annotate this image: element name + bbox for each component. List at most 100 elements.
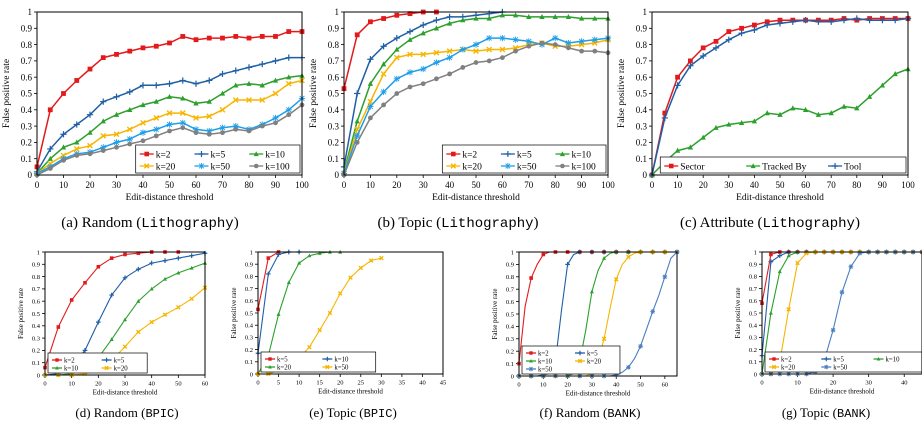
data-point: [176, 270, 181, 275]
data-point: [446, 13, 453, 21]
legend-label: k=100: [571, 162, 596, 172]
caption-prefix: (d) Random (: [75, 405, 145, 420]
data-point: [166, 80, 173, 87]
data-point: [486, 58, 492, 64]
legend-swatch-marker: [577, 350, 583, 356]
legend-label: k=50: [210, 162, 230, 172]
data-point: [83, 280, 87, 285]
data-point: [589, 289, 594, 294]
data-point: [786, 307, 791, 312]
legend-swatch-marker: [529, 358, 533, 363]
legend-label: k=10: [265, 150, 285, 160]
data-point: [127, 106, 133, 112]
x-tick-label: 30: [112, 180, 122, 190]
x-tick-label: 35: [399, 380, 406, 387]
series-Tool: [648, 15, 912, 179]
data-point: [786, 253, 791, 258]
legend-label: k=50: [833, 364, 848, 371]
series-k=10: [341, 12, 611, 174]
x-tick-label: 70: [218, 180, 228, 190]
data-point: [162, 312, 168, 318]
data-point: [307, 253, 312, 258]
data-point: [192, 80, 200, 87]
x-tick-label: 40: [419, 380, 426, 387]
data-point: [153, 82, 160, 89]
x-tick-label: 40: [148, 381, 155, 388]
data-point: [114, 51, 119, 57]
y-tick-label: 0.9: [328, 23, 340, 33]
x-tick-label: 70: [827, 180, 837, 190]
y-tick-label: 0.3: [32, 335, 40, 342]
data-point: [752, 22, 757, 28]
data-point: [167, 40, 172, 46]
chart-caption: (e) Topic (BPIC): [309, 405, 397, 421]
data-point: [777, 111, 783, 117]
y-tick-label: 0.2: [749, 347, 757, 354]
x-tick-label: 0: [517, 382, 520, 389]
x-tick-label: 0: [43, 381, 46, 388]
caption-suffix: ): [174, 405, 178, 420]
data-point: [769, 252, 773, 257]
y-tick-label: 0.4: [21, 105, 33, 115]
data-point: [394, 91, 400, 96]
data-point: [367, 80, 374, 86]
data-point: [189, 253, 195, 259]
chart-c: 00.10.20.30.40.50.60.70.80.910 10 20 30 40 50…: [617, 7, 915, 232]
data-point: [566, 45, 571, 51]
legend-label: k=50: [517, 162, 537, 172]
x-tick-label: 50: [175, 381, 182, 388]
data-point: [87, 151, 93, 157]
legend-swatch-marker: [824, 356, 829, 362]
series-Tracked By: [649, 66, 911, 178]
data-point: [381, 102, 386, 108]
x-tick-label: 40: [139, 180, 149, 190]
legend-label: k=50: [538, 366, 553, 373]
legend-swatch-marker: [504, 151, 511, 157]
data-point: [136, 329, 141, 335]
y-tick-label: 0.5: [328, 89, 340, 99]
x-axis-label: Edit-distance threshold: [432, 193, 520, 203]
data-point: [136, 251, 141, 256]
legend: k=2 k=5 k=10 k=20 k=50 k=100: [441, 144, 607, 174]
y-tick-label: 0.2: [328, 138, 339, 148]
data-point: [219, 70, 226, 78]
data-point: [525, 38, 532, 45]
data-point: [179, 77, 186, 84]
legend-swatch-marker: [529, 351, 533, 355]
data-point: [166, 121, 173, 128]
legend: k=5 k=10 k=20 k=50: [260, 351, 377, 373]
data-point: [60, 131, 67, 138]
x-tick-label: 20: [830, 380, 837, 387]
y-tick-label: 0.3: [245, 335, 253, 342]
legend-swatch-marker: [504, 163, 511, 169]
y-tick-label: 0.2: [506, 348, 514, 355]
legend-label: k=5: [114, 357, 125, 364]
data-point: [206, 35, 212, 41]
y-tick-label: 0.8: [506, 274, 514, 281]
data-point: [233, 82, 239, 88]
legend-swatch-marker: [832, 163, 839, 169]
data-point: [406, 28, 414, 35]
x-tick-label: 60: [192, 180, 202, 190]
data-point: [841, 103, 847, 109]
legend-swatch-marker: [198, 151, 205, 157]
legend-swatch-marker: [104, 365, 109, 371]
data-point: [713, 38, 719, 44]
data-point: [87, 66, 93, 72]
legend: k=2 k=5 k=10 k=20 k=50 k=100: [135, 144, 301, 174]
x-tick-label: 40: [750, 180, 760, 190]
data-point: [512, 12, 519, 18]
x-tick-label: 10: [673, 180, 683, 190]
data-point: [166, 110, 173, 116]
x-tick-label: 50: [165, 180, 175, 190]
data-point: [473, 60, 479, 65]
data-point: [815, 111, 822, 117]
data-point: [601, 336, 607, 342]
data-point: [379, 255, 384, 261]
data-point: [180, 125, 186, 131]
data-point: [393, 75, 400, 82]
data-point: [176, 305, 181, 310]
series-line: [343, 11, 437, 89]
legend-swatch-marker: [876, 356, 881, 361]
data-point: [700, 52, 707, 60]
